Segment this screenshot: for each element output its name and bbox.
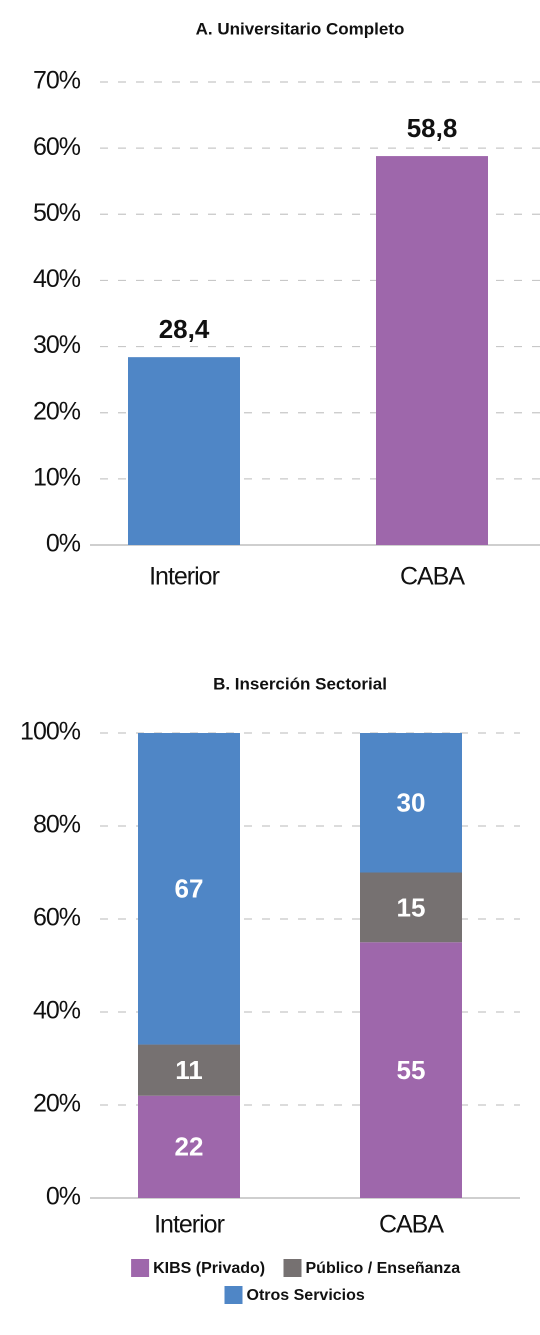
- bar: [128, 357, 240, 545]
- y-tick-label: 60%: [33, 904, 81, 932]
- data-label: 58,8: [407, 113, 458, 143]
- legend-swatch: [131, 1259, 150, 1277]
- bar-segment: [138, 733, 240, 1045]
- data-label: 15: [397, 892, 426, 922]
- bar: [376, 156, 488, 545]
- data-label: 11: [175, 1055, 203, 1085]
- y-tick-label: 70%: [33, 67, 81, 95]
- legend-label: Público / Enseñanza: [306, 1260, 461, 1277]
- y-tick-label: 100%: [20, 718, 81, 746]
- x-tick-label: CABA: [400, 563, 465, 591]
- y-tick-label: 40%: [33, 265, 81, 293]
- data-label: 28,4: [159, 314, 210, 344]
- legend-label: KIBS (Privado): [153, 1260, 265, 1277]
- y-tick-label: 40%: [33, 997, 81, 1025]
- y-tick-label: 80%: [33, 811, 81, 839]
- chart-title: A. Universitario Completo: [196, 19, 405, 38]
- bar-segment: [360, 942, 462, 1198]
- bar-segment: [138, 1095, 240, 1198]
- y-tick-label: 0%: [46, 530, 81, 558]
- y-tick-label: 30%: [33, 331, 81, 359]
- bar-segment: [360, 872, 462, 943]
- y-tick-label: 50%: [33, 199, 81, 227]
- x-tick-label: CABA: [379, 1211, 444, 1239]
- y-tick-label: 20%: [33, 397, 81, 425]
- x-tick-label: Interior: [149, 563, 219, 591]
- chart-title: B. Inserción Sectorial: [213, 674, 387, 693]
- legend-label: Otros Servicios: [247, 1287, 365, 1304]
- y-tick-label: 0%: [46, 1183, 81, 1211]
- y-tick-label: 20%: [33, 1090, 81, 1118]
- y-tick-label: 60%: [33, 133, 81, 161]
- legend-swatch: [283, 1259, 302, 1277]
- data-label: 55: [397, 1055, 426, 1085]
- bar-segment: [360, 733, 462, 873]
- data-label: 30: [397, 788, 426, 818]
- legend-swatch: [224, 1286, 243, 1304]
- bar-segment: [138, 1044, 240, 1096]
- data-label: 22: [175, 1132, 204, 1162]
- data-label: 67: [175, 874, 204, 904]
- y-tick-label: 10%: [33, 463, 81, 491]
- x-tick-label: Interior: [154, 1211, 224, 1239]
